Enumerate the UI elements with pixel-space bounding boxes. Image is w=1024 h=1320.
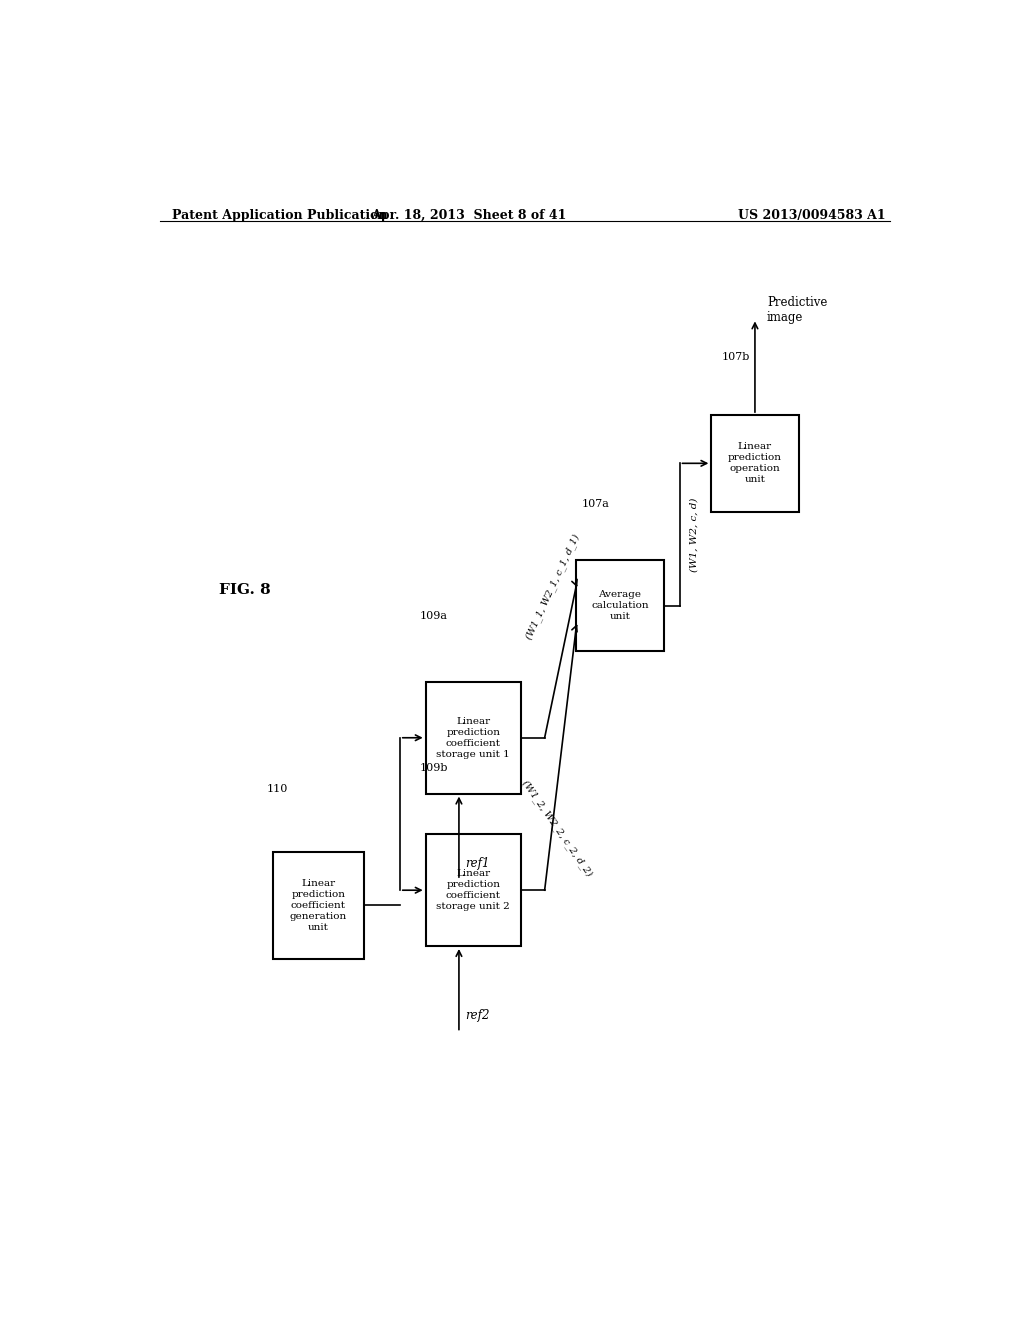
Text: Linear
prediction
coefficient
storage unit 1: Linear prediction coefficient storage un… (436, 717, 510, 759)
Bar (426, 682, 521, 793)
Text: Patent Application Publication: Patent Application Publication (172, 210, 387, 222)
Text: 109a: 109a (420, 611, 449, 620)
Text: US 2013/0094583 A1: US 2013/0094583 A1 (738, 210, 886, 222)
Text: 110: 110 (267, 784, 288, 793)
Text: Predictive
image: Predictive image (767, 296, 827, 323)
Text: 107a: 107a (582, 499, 610, 510)
Text: Linear
prediction
operation
unit: Linear prediction operation unit (728, 442, 782, 484)
Bar (426, 834, 521, 946)
Text: 107b: 107b (722, 351, 750, 362)
Text: 109b: 109b (420, 763, 449, 774)
Bar (712, 414, 799, 512)
Text: ref2: ref2 (465, 1010, 489, 1022)
Text: (W1_1, W2_1, c_1, d_1): (W1_1, W2_1, c_1, d_1) (524, 533, 582, 642)
Text: (W1, W2, c, d): (W1, W2, c, d) (689, 498, 698, 572)
Text: (W1_2, W2_2, c_2, d_2): (W1_2, W2_2, c_2, d_2) (519, 779, 594, 878)
Text: FIG. 8: FIG. 8 (219, 583, 271, 598)
Text: Linear
prediction
coefficient
storage unit 2: Linear prediction coefficient storage un… (436, 869, 510, 911)
Text: Average
calculation
unit: Average calculation unit (591, 590, 649, 622)
Text: Apr. 18, 2013  Sheet 8 of 41: Apr. 18, 2013 Sheet 8 of 41 (372, 210, 567, 222)
Bar (272, 853, 365, 958)
Bar (577, 560, 664, 651)
Text: ref1: ref1 (465, 857, 489, 870)
Text: Linear
prediction
coefficient
generation
unit: Linear prediction coefficient generation… (290, 879, 347, 932)
